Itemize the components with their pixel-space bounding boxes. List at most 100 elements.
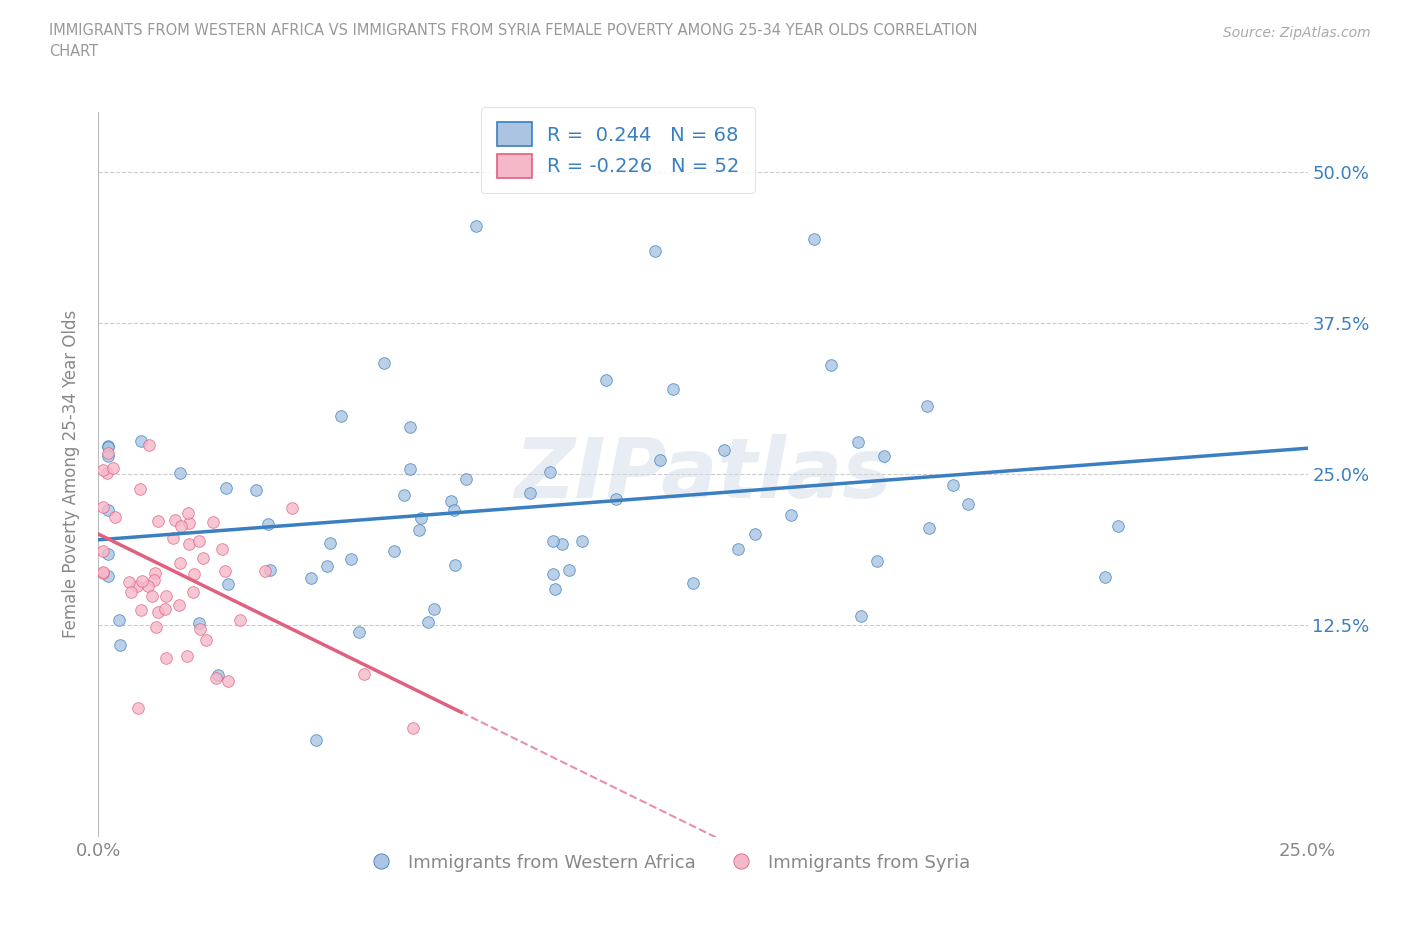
Point bbox=[253, 564, 276, 578]
Point bbox=[418, 615, 440, 630]
Point bbox=[96, 465, 118, 480]
Point bbox=[97, 440, 120, 455]
Point bbox=[129, 433, 152, 448]
Point bbox=[846, 434, 869, 449]
Point bbox=[780, 508, 803, 523]
Point bbox=[319, 535, 342, 550]
Point bbox=[918, 520, 941, 535]
Point bbox=[849, 608, 872, 623]
Point bbox=[91, 544, 114, 559]
Point bbox=[648, 453, 671, 468]
Point bbox=[443, 502, 465, 517]
Point bbox=[169, 597, 191, 612]
Point bbox=[373, 355, 395, 370]
Point bbox=[551, 537, 574, 551]
Point bbox=[259, 563, 281, 578]
Point bbox=[211, 541, 233, 556]
Point bbox=[605, 492, 627, 507]
Point bbox=[644, 244, 666, 259]
Point bbox=[141, 589, 163, 604]
Point bbox=[91, 565, 114, 580]
Point bbox=[713, 442, 735, 457]
Point bbox=[398, 462, 420, 477]
Point bbox=[138, 437, 160, 452]
Point bbox=[957, 496, 980, 511]
Point bbox=[195, 632, 218, 647]
Point bbox=[454, 472, 477, 487]
Point bbox=[155, 589, 177, 604]
Point bbox=[97, 503, 120, 518]
Point bbox=[281, 500, 304, 515]
Point bbox=[538, 464, 561, 479]
Point bbox=[146, 604, 169, 619]
Point bbox=[353, 667, 375, 682]
Point bbox=[169, 466, 191, 481]
Point bbox=[155, 650, 177, 665]
Point bbox=[256, 516, 278, 531]
Point bbox=[131, 574, 153, 589]
Point bbox=[544, 581, 567, 596]
Point bbox=[1107, 519, 1129, 534]
Point bbox=[803, 232, 825, 246]
Point bbox=[201, 514, 224, 529]
Text: ZIPatlas: ZIPatlas bbox=[515, 433, 891, 515]
Point bbox=[177, 506, 200, 521]
Point bbox=[143, 566, 166, 581]
Point bbox=[120, 584, 142, 599]
Point bbox=[97, 438, 120, 453]
Point bbox=[942, 478, 965, 493]
Point bbox=[299, 570, 322, 585]
Point bbox=[145, 619, 167, 634]
Point bbox=[214, 564, 236, 578]
Point bbox=[340, 551, 363, 566]
Point bbox=[558, 563, 581, 578]
Point bbox=[108, 637, 131, 652]
Point bbox=[464, 219, 486, 234]
Point bbox=[129, 603, 152, 618]
Point bbox=[444, 557, 467, 572]
Point bbox=[541, 566, 564, 581]
Point bbox=[207, 668, 229, 683]
Point bbox=[744, 527, 766, 542]
Point bbox=[229, 613, 252, 628]
Point bbox=[97, 448, 120, 463]
Point bbox=[191, 551, 214, 565]
Point bbox=[129, 482, 152, 497]
Point bbox=[217, 577, 239, 591]
Point bbox=[179, 516, 201, 531]
Point bbox=[571, 533, 593, 548]
Point bbox=[91, 462, 114, 477]
Point bbox=[163, 512, 186, 527]
Point bbox=[91, 565, 114, 579]
Point bbox=[162, 531, 184, 546]
Point bbox=[183, 566, 205, 581]
Point bbox=[188, 622, 211, 637]
Point bbox=[423, 602, 446, 617]
Text: CHART: CHART bbox=[49, 44, 98, 59]
Point bbox=[595, 373, 617, 388]
Point bbox=[541, 533, 564, 548]
Point bbox=[179, 537, 201, 551]
Point bbox=[519, 485, 541, 500]
Point bbox=[107, 613, 129, 628]
Point bbox=[394, 487, 416, 502]
Point bbox=[382, 544, 405, 559]
Point bbox=[170, 519, 193, 534]
Text: IMMIGRANTS FROM WESTERN AFRICA VS IMMIGRANTS FROM SYRIA FEMALE POVERTY AMONG 25-: IMMIGRANTS FROM WESTERN AFRICA VS IMMIGR… bbox=[49, 23, 977, 38]
Point bbox=[408, 523, 430, 538]
Point bbox=[97, 445, 120, 460]
Point bbox=[91, 499, 114, 514]
Point bbox=[101, 461, 124, 476]
Legend: Immigrants from Western Africa, Immigrants from Syria: Immigrants from Western Africa, Immigran… bbox=[356, 846, 977, 879]
Point bbox=[727, 542, 749, 557]
Point bbox=[1094, 570, 1116, 585]
Point bbox=[915, 399, 938, 414]
Point bbox=[188, 533, 211, 548]
Point bbox=[136, 578, 159, 593]
Point bbox=[127, 578, 149, 593]
Y-axis label: Female Poverty Among 25-34 Year Olds: Female Poverty Among 25-34 Year Olds bbox=[62, 311, 80, 638]
Point bbox=[402, 721, 425, 736]
Point bbox=[873, 448, 896, 463]
Point bbox=[188, 616, 211, 631]
Point bbox=[127, 700, 149, 715]
